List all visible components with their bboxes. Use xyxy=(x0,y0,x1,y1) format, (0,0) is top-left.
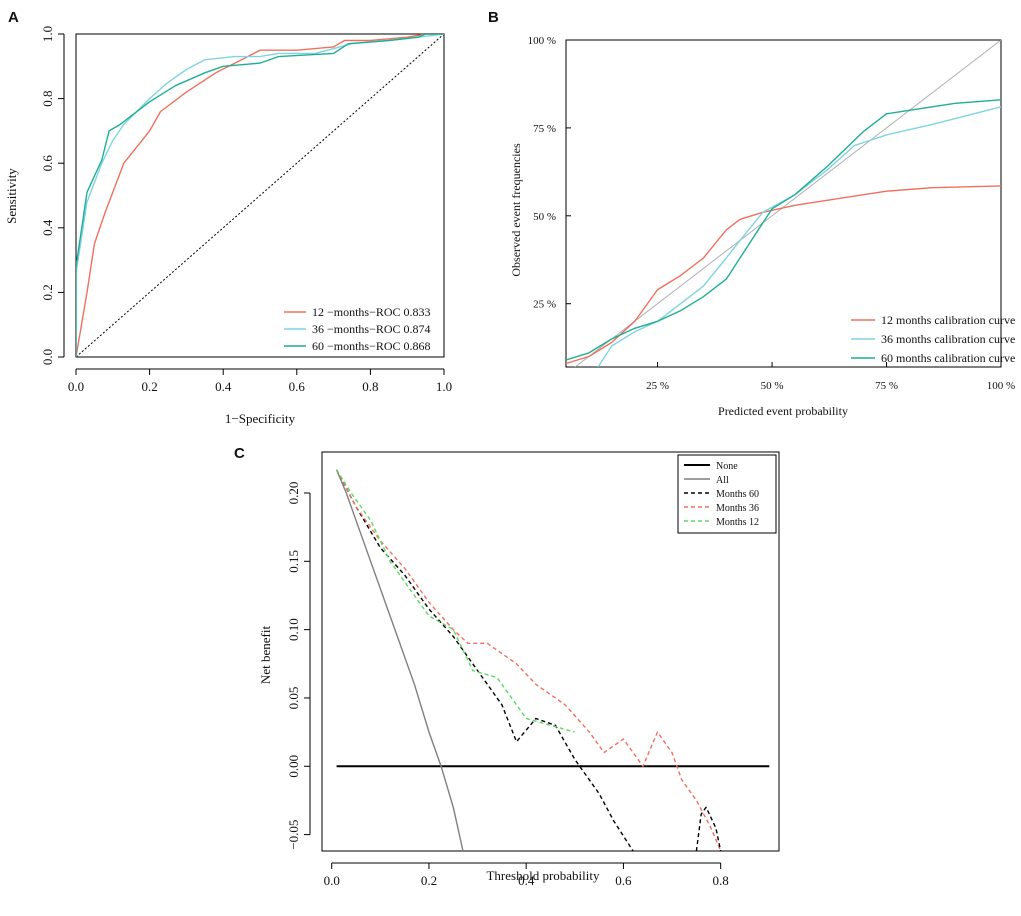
calibration-panel: 25 % 50 % 75 % 100 % 25 % 50 % 75 % 100 % Predic… xyxy=(509,35,1015,418)
y-tick-label: 0.00 xyxy=(286,755,301,778)
y-tick-label: 0.4 xyxy=(40,219,55,236)
y-tick-label: 0.0 xyxy=(40,349,55,365)
series-line-60-months-calibration-curve xyxy=(566,99,1001,361)
x-tick-label: 0.2 xyxy=(141,379,157,394)
roc-panel: 0.0 0.2 0.4 0.6 0.8 1.0 0.0 0.2 0.4 0.6 0.8 1.0 1−Sp… xyxy=(4,26,452,426)
legend-label: None xyxy=(716,461,738,472)
x-tick-label: 50 % xyxy=(761,380,784,392)
x-tick-label: 1.0 xyxy=(436,379,452,394)
series-line-months-36 xyxy=(335,469,722,851)
x-tick-label: 0.8 xyxy=(362,379,378,394)
plot-area xyxy=(566,40,1001,367)
legend-label: 12 −months−ROC 0.833 xyxy=(312,305,431,319)
y-tick-label: 25 % xyxy=(533,299,556,311)
y-axis-label: Sensitivity xyxy=(4,168,19,224)
y-tick-label: 0.6 xyxy=(40,155,55,172)
y-tick-label: 1.0 xyxy=(40,26,55,42)
legend-label: 36 months calibration curve xyxy=(881,332,1015,346)
series-line-months-60-tail xyxy=(695,806,722,851)
series-line-all xyxy=(335,469,464,851)
y-tick-label: 0.15 xyxy=(286,550,301,573)
y-tick-label: 0.10 xyxy=(286,618,301,641)
decision-curve-panel: 0.0 0.2 0.4 0.6 0.8 −0.05 0.00 0.05 0.10 0.15 0.20… xyxy=(258,451,780,888)
series-line-months-12 xyxy=(336,469,575,733)
x-tick-label: 100 % xyxy=(987,380,1015,392)
x-axis-label: Threshold probability xyxy=(486,868,600,883)
legend-label: 60 months calibration curve xyxy=(881,351,1015,365)
legend-label: Months 36 xyxy=(716,503,759,514)
y-tick-label: 75 % xyxy=(533,123,556,135)
y-tick-label: 50 % xyxy=(533,211,556,223)
plot-frame xyxy=(565,39,1002,368)
plot-frame xyxy=(321,451,780,852)
x-tick-label: 0.0 xyxy=(324,873,340,888)
y-tick-label: 0.8 xyxy=(40,90,55,106)
x-tick-label: 25 % xyxy=(646,380,669,392)
legend-label: All xyxy=(716,475,729,486)
panel-c-letter: C xyxy=(234,445,245,462)
legend-label: Months 60 xyxy=(716,489,759,500)
series-line-36-months-calibration-curve xyxy=(597,106,1001,367)
series-line-60-months-roc-0-868 xyxy=(76,34,444,357)
x-axis-label: Predicted event probability xyxy=(718,404,848,418)
x-tick-label: 0.0 xyxy=(68,379,84,394)
y-tick-label: 0.05 xyxy=(286,687,301,710)
x-tick-label: 0.8 xyxy=(713,873,729,888)
y-axis-label: Observed event frequencies xyxy=(509,143,523,277)
y-tick-label: −0.05 xyxy=(286,820,301,850)
plot-area xyxy=(76,34,444,357)
y-axis-label: Net benefit xyxy=(258,626,273,685)
plot-area xyxy=(335,469,770,851)
y-tick-label: 0.2 xyxy=(40,284,55,300)
x-tick-label: 0.2 xyxy=(421,873,437,888)
legend-label: Months 12 xyxy=(716,517,759,528)
y-tick-label: 100 % xyxy=(528,35,556,47)
y-tick-label: 0.20 xyxy=(286,482,301,505)
reference-line-diagonal xyxy=(76,34,444,357)
x-tick-label: 75 % xyxy=(875,380,898,392)
panel-b-letter: B xyxy=(488,9,499,26)
x-tick-label: 0.6 xyxy=(289,379,306,394)
legend-label: 60 −months−ROC 0.868 xyxy=(312,339,431,353)
legend-label: 12 months calibration curve xyxy=(881,313,1015,327)
plot-frame xyxy=(75,33,445,358)
x-tick-label: 0.4 xyxy=(518,873,535,888)
legend-label: 36 −months−ROC 0.874 xyxy=(312,322,431,336)
x-tick-label: 0.6 xyxy=(615,873,632,888)
legend-box xyxy=(677,454,777,534)
series-line-months-60 xyxy=(335,469,634,851)
panel-a-letter: A xyxy=(8,9,19,26)
reference-line-ideal xyxy=(574,40,1001,367)
x-tick-label: 0.4 xyxy=(215,379,232,394)
x-axis-label: 1−Specificity xyxy=(225,411,296,426)
